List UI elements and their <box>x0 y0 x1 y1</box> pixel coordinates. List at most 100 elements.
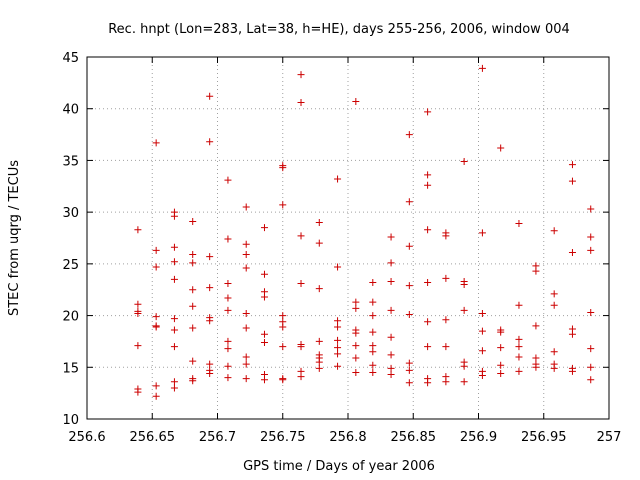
data-point <box>152 246 160 254</box>
data-point <box>315 358 323 366</box>
data-point <box>460 306 468 314</box>
data-point <box>260 270 268 278</box>
data-point <box>134 388 142 396</box>
data-point <box>260 330 268 338</box>
data-point <box>478 64 486 72</box>
y-tick-label: 35 <box>62 154 79 169</box>
data-point <box>478 310 486 318</box>
data-point <box>587 205 595 213</box>
y-tick-label: 20 <box>62 310 79 325</box>
data-point <box>405 242 413 250</box>
data-point <box>424 318 432 326</box>
x-tick-label: 256.75 <box>260 430 306 445</box>
data-point <box>189 302 197 310</box>
data-point <box>352 304 360 312</box>
data-point <box>189 324 197 332</box>
data-point <box>189 377 197 385</box>
data-point <box>242 240 250 248</box>
data-point <box>297 71 305 79</box>
data-point <box>460 157 468 165</box>
data-point <box>424 343 432 351</box>
data-point <box>315 337 323 345</box>
data-point <box>152 392 160 400</box>
data-point <box>387 259 395 267</box>
data-point <box>334 336 342 344</box>
data-point <box>334 323 342 331</box>
data-point <box>170 243 178 251</box>
data-point <box>532 267 540 275</box>
data-point <box>260 293 268 301</box>
data-point <box>242 310 250 318</box>
data-point <box>478 347 486 355</box>
y-tick-label: 30 <box>62 206 79 221</box>
data-point <box>189 217 197 225</box>
data-point <box>206 284 214 292</box>
y-tick-label: 15 <box>62 361 79 376</box>
x-tick-label: 256.65 <box>130 430 176 445</box>
data-point <box>315 364 323 372</box>
data-point <box>279 164 287 172</box>
data-point <box>568 161 576 169</box>
grid <box>87 57 609 419</box>
data-point <box>260 338 268 346</box>
data-point <box>478 229 486 237</box>
data-point <box>279 312 287 320</box>
data-point <box>587 246 595 254</box>
data-point <box>532 354 540 362</box>
data-point <box>568 177 576 185</box>
data-point <box>189 259 197 267</box>
x-tick-label: 256.6 <box>68 430 105 445</box>
data-point <box>206 360 214 368</box>
x-tick-label: 256.7 <box>199 430 236 445</box>
data-point <box>369 361 377 369</box>
data-point <box>170 378 178 386</box>
data-point <box>315 218 323 226</box>
data-point <box>189 357 197 365</box>
data-point <box>170 384 178 392</box>
data-point <box>297 99 305 107</box>
data-point <box>497 328 505 336</box>
data-point <box>369 278 377 286</box>
data-point <box>515 367 523 375</box>
data-point <box>206 253 214 261</box>
data-point <box>242 360 250 368</box>
data-point <box>170 275 178 283</box>
data-point <box>460 378 468 386</box>
y-tick-label: 45 <box>62 51 79 66</box>
data-point <box>206 317 214 325</box>
data-point <box>297 280 305 288</box>
data-point <box>152 313 160 321</box>
data-point <box>206 369 214 377</box>
data-point <box>424 226 432 234</box>
data-point <box>387 233 395 241</box>
chart-title: Rec. hnpt (Lon=283, Lat=38, h=HE), days … <box>108 22 570 37</box>
data-point <box>315 285 323 293</box>
data-point <box>352 97 360 105</box>
data-point <box>405 359 413 367</box>
data-point <box>478 372 486 380</box>
data-point <box>224 337 232 345</box>
data-point <box>152 263 160 271</box>
x-tick-label: 257 <box>597 430 622 445</box>
data-point <box>224 176 232 184</box>
data-point <box>242 353 250 361</box>
data-point <box>152 323 160 331</box>
data-point <box>478 327 486 335</box>
data-point <box>515 343 523 351</box>
data-point <box>352 368 360 376</box>
data-point <box>352 298 360 306</box>
data-point <box>152 382 160 390</box>
data-point <box>189 251 197 259</box>
data-point <box>224 362 232 370</box>
data-point <box>260 224 268 232</box>
data-point <box>405 311 413 319</box>
data-point <box>242 251 250 259</box>
data-point <box>297 232 305 240</box>
data-point <box>550 301 558 309</box>
data-point <box>297 343 305 351</box>
data-point <box>497 144 505 152</box>
data-points <box>134 64 595 400</box>
data-point <box>568 248 576 256</box>
data-point <box>134 226 142 234</box>
